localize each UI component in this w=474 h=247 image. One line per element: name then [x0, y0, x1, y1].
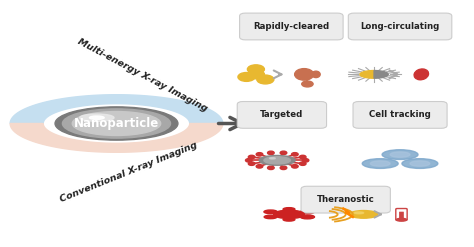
Text: Conventional X-ray Imaging: Conventional X-ray Imaging — [58, 141, 198, 205]
Polygon shape — [10, 124, 223, 152]
Circle shape — [292, 165, 298, 168]
FancyBboxPatch shape — [237, 102, 327, 128]
Ellipse shape — [354, 212, 364, 214]
Ellipse shape — [382, 150, 418, 160]
Circle shape — [292, 153, 298, 156]
Circle shape — [302, 81, 313, 87]
Circle shape — [256, 153, 263, 156]
Ellipse shape — [283, 218, 295, 221]
FancyBboxPatch shape — [396, 208, 407, 220]
Polygon shape — [360, 71, 374, 78]
Ellipse shape — [63, 109, 171, 138]
Ellipse shape — [80, 114, 114, 121]
Text: Multi-energy X-ray Imaging: Multi-energy X-ray Imaging — [76, 38, 209, 114]
FancyBboxPatch shape — [239, 13, 343, 40]
Ellipse shape — [283, 208, 295, 211]
Circle shape — [300, 162, 306, 165]
FancyBboxPatch shape — [353, 102, 447, 128]
Circle shape — [246, 159, 252, 162]
Circle shape — [302, 159, 309, 162]
Ellipse shape — [264, 157, 291, 164]
FancyBboxPatch shape — [301, 186, 391, 213]
Circle shape — [280, 166, 287, 169]
Ellipse shape — [402, 159, 438, 168]
Polygon shape — [10, 95, 223, 124]
FancyBboxPatch shape — [399, 212, 404, 219]
Ellipse shape — [390, 152, 410, 157]
Ellipse shape — [396, 218, 407, 221]
Ellipse shape — [264, 215, 277, 219]
Text: Targeted: Targeted — [260, 110, 303, 119]
Text: Theranostic: Theranostic — [317, 195, 374, 204]
Circle shape — [267, 166, 274, 169]
FancyBboxPatch shape — [348, 13, 452, 40]
Polygon shape — [374, 71, 388, 78]
Ellipse shape — [301, 210, 314, 214]
Ellipse shape — [410, 161, 430, 166]
Circle shape — [280, 151, 287, 155]
Circle shape — [256, 165, 263, 168]
Ellipse shape — [414, 69, 428, 80]
Ellipse shape — [270, 158, 275, 159]
Circle shape — [248, 162, 255, 165]
Ellipse shape — [362, 159, 398, 168]
Circle shape — [238, 73, 255, 81]
Circle shape — [257, 75, 274, 84]
Circle shape — [247, 65, 264, 74]
Circle shape — [247, 70, 264, 79]
Text: Nanoparticle: Nanoparticle — [74, 117, 159, 130]
Circle shape — [248, 155, 255, 159]
Circle shape — [267, 151, 274, 155]
Ellipse shape — [55, 107, 178, 140]
Ellipse shape — [273, 210, 304, 219]
Ellipse shape — [295, 69, 314, 80]
Ellipse shape — [90, 116, 104, 119]
Ellipse shape — [301, 215, 314, 219]
Text: Long-circulating: Long-circulating — [360, 22, 440, 31]
Ellipse shape — [370, 161, 390, 166]
Text: Cell tracking: Cell tracking — [369, 110, 431, 119]
Ellipse shape — [312, 71, 320, 78]
Text: Rapidly-cleared: Rapidly-cleared — [253, 22, 329, 31]
Ellipse shape — [264, 210, 277, 214]
Ellipse shape — [72, 111, 161, 136]
Ellipse shape — [349, 210, 378, 218]
Circle shape — [300, 155, 306, 159]
Ellipse shape — [259, 155, 295, 165]
